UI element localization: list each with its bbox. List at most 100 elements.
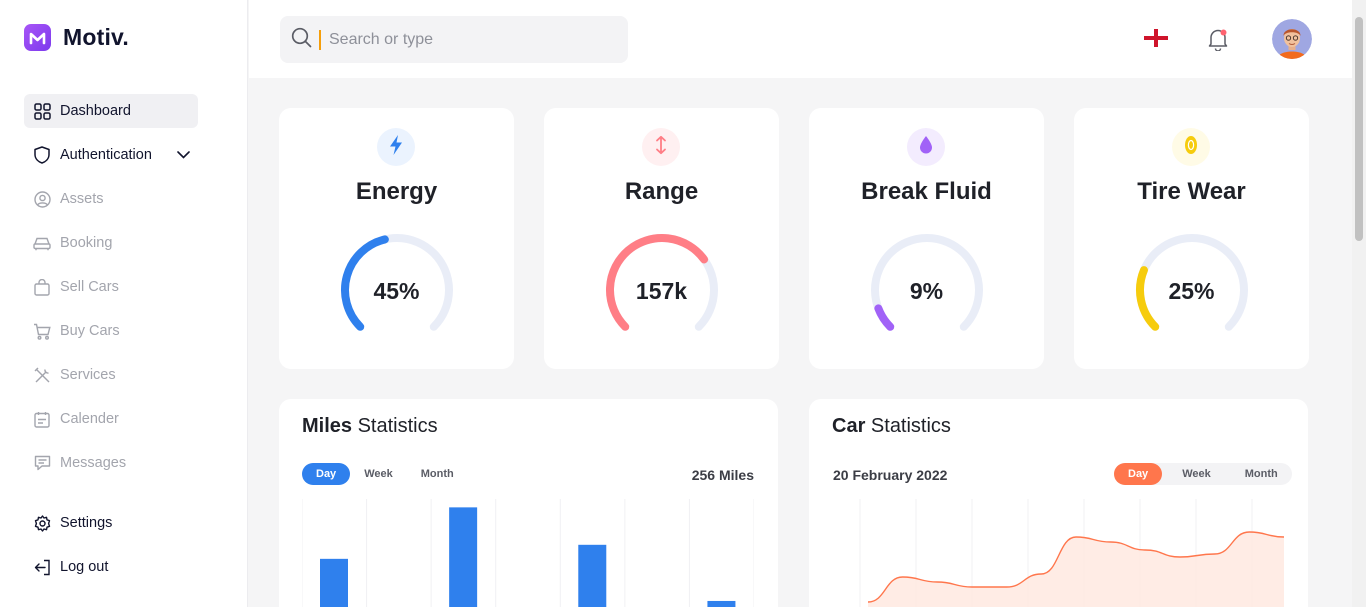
tire-icon: [1184, 135, 1198, 160]
tab-month[interactable]: Month: [1244, 468, 1278, 480]
stat-value: 157k: [635, 278, 688, 304]
sidebar-item-label: Calender: [60, 411, 119, 427]
miles-bar-chart: [302, 499, 754, 607]
stat-value: 25%: [1168, 278, 1215, 304]
gauge-track: [871, 234, 983, 331]
stat-title: Range: [624, 178, 699, 205]
calendar-icon: [33, 410, 51, 428]
brand-name: Motiv.: [63, 24, 129, 50]
vertical-arrows-icon: [655, 135, 667, 160]
topbar: [249, 0, 1352, 78]
user-circle-icon: [33, 190, 51, 208]
area-fill: [868, 532, 1284, 607]
bar[interactable]: [320, 558, 348, 607]
tire-wear-card[interactable]: Tire Wear 25%: [1074, 108, 1309, 369]
tools-icon: [33, 366, 51, 384]
gear-icon: [33, 514, 51, 532]
shopping-bag-icon: [33, 278, 51, 296]
sidebar-item-settings[interactable]: Settings: [24, 506, 198, 540]
bar[interactable]: [707, 600, 736, 607]
tab-day[interactable]: Day: [1114, 463, 1163, 485]
sidebar-item-sell-cars[interactable]: Sell Cars: [24, 270, 198, 304]
bar[interactable]: [578, 544, 607, 607]
panel-title-rest: Statistics: [865, 415, 951, 437]
miles-statistics-panel: Miles Statistics Day Week Month 256 Mile…: [279, 399, 778, 607]
sidebar-item-buy-cars[interactable]: Buy Cars: [24, 314, 198, 348]
scrollbar-thumb[interactable]: [1355, 17, 1363, 241]
grid-icon: [33, 102, 51, 120]
tab-week[interactable]: Week: [1182, 468, 1211, 480]
drop-icon: [919, 135, 933, 159]
sidebar-item-label: Authentication: [60, 147, 152, 163]
sidebar-item-label: Buy Cars: [60, 323, 120, 339]
gauge-progress: [606, 234, 709, 331]
range-gauge: [606, 234, 718, 331]
gauge-progress: [874, 304, 895, 331]
miles-period-tabs: Day Week Month: [302, 463, 468, 485]
car-period-tabs: Day Week Month: [1114, 463, 1292, 485]
stat-title: Break Fluid: [861, 178, 992, 205]
stat-badge: [377, 128, 415, 166]
sidebar-item-label: Dashboard: [60, 103, 131, 119]
sidebar-item-dashboard[interactable]: Dashboard: [24, 94, 198, 128]
lightning-icon: [388, 134, 404, 161]
notification-bell-icon[interactable]: [1207, 27, 1229, 56]
sidebar-item-label: Settings: [60, 515, 113, 531]
panel-title: Car Statistics: [832, 415, 951, 438]
tab-day[interactable]: Day: [302, 463, 351, 485]
stat-value: 45%: [373, 278, 420, 304]
search-input[interactable]: [329, 30, 609, 49]
search-icon: [291, 27, 312, 53]
stat-badge: [642, 128, 680, 166]
panel-title-bold: Car: [832, 415, 866, 437]
car-area-chart: [859, 499, 1284, 607]
sidebar-item-logout[interactable]: Log out: [24, 550, 198, 584]
sidebar-item-authentication[interactable]: Authentication: [24, 138, 198, 172]
stat-title: Tire Wear: [1137, 178, 1246, 205]
page-scrollbar[interactable]: [1352, 0, 1366, 607]
stat-badge: [1172, 128, 1210, 166]
energy-gauge: [341, 234, 453, 331]
sidebar-item-label: Services: [60, 367, 116, 383]
tab-week[interactable]: Week: [364, 468, 393, 480]
logo[interactable]: Motiv.: [24, 24, 129, 51]
panel-title: Miles Statistics: [302, 415, 438, 438]
sidebar-item-calender[interactable]: Calender: [24, 402, 198, 436]
bar[interactable]: [449, 507, 478, 607]
break-fluid-gauge: [871, 234, 983, 331]
stat-badge: [907, 128, 945, 166]
message-icon: [33, 454, 51, 472]
sidebar-item-label: Assets: [60, 191, 104, 207]
energy-card[interactable]: Energy 45%: [279, 108, 514, 369]
shield-icon: [33, 146, 51, 164]
gauge-progress: [341, 235, 389, 331]
break-fluid-card[interactable]: Break Fluid 9%: [809, 108, 1044, 369]
sidebar-item-label: Sell Cars: [60, 279, 119, 295]
search-box[interactable]: [280, 16, 628, 63]
logout-icon: [33, 558, 51, 576]
gauge-progress: [1136, 266, 1160, 331]
avatar[interactable]: [1272, 19, 1312, 59]
sidebar-item-booking[interactable]: Booking: [24, 226, 198, 260]
car-date: 20 February 2022: [833, 467, 948, 483]
tab-month[interactable]: Month: [420, 468, 454, 480]
tire-wear-gauge: [1136, 234, 1248, 331]
range-card[interactable]: Range 157k: [544, 108, 779, 369]
text-cursor: [319, 29, 321, 50]
car-statistics-panel: Car Statistics 20 February 2022 Day Week…: [809, 399, 1308, 607]
sidebar: Motiv. Dashboard Authentication Assets: [0, 0, 248, 607]
chevron-down-icon[interactable]: [177, 151, 190, 159]
cart-icon: [33, 322, 51, 340]
sidebar-nav: Dashboard Authentication Assets Booking: [24, 94, 198, 490]
stat-title: Energy: [355, 178, 438, 205]
sidebar-item-messages[interactable]: Messages: [24, 446, 198, 480]
series-line[interactable]: [867, 531, 1284, 603]
panel-title-bold: Miles: [302, 415, 353, 437]
logo-icon: [24, 24, 51, 51]
miles-total: 256 Miles: [691, 467, 754, 483]
sidebar-item-services[interactable]: Services: [24, 358, 198, 392]
sidebar-item-label: Messages: [60, 455, 127, 471]
england-flag-icon[interactable]: [1144, 29, 1168, 47]
sidebar-item-assets[interactable]: Assets: [24, 182, 198, 216]
sidebar-item-label: Log out: [60, 559, 109, 575]
